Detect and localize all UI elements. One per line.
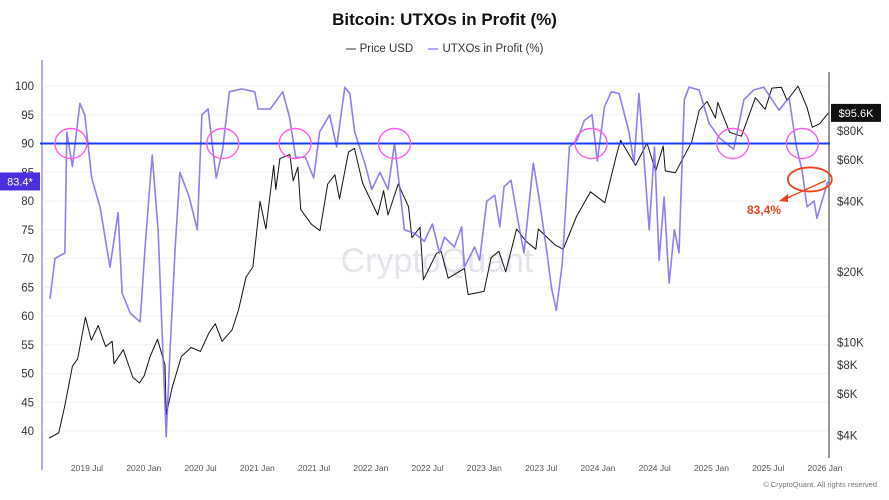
x-tick-label: 2025 Jul — [752, 463, 784, 473]
x-tick-label: 2026 Jan — [808, 463, 843, 473]
highlight-circle — [716, 127, 750, 160]
x-tick-label: 2022 Jul — [412, 463, 444, 473]
x-tick-label: 2023 Jan — [467, 463, 502, 473]
annotation-label: 83,4% — [747, 203, 781, 217]
y-left-tick-label: 80 — [21, 196, 34, 208]
annotation-arrowhead — [779, 194, 788, 202]
legend-item-price[interactable]: Price USD — [345, 43, 414, 55]
y-right-tick-label: $10K — [837, 337, 864, 349]
last-value-right-badge — [831, 103, 881, 122]
annotation-ellipse — [786, 166, 833, 193]
y-left-tick-label: 45 — [21, 397, 34, 409]
legend-label-price: Price USD — [359, 43, 414, 55]
x-tick-label: 2020 Jul — [184, 463, 216, 473]
y-left-tick-label: 100 — [15, 81, 34, 93]
legend-item-utxo[interactable]: UTXOs in Profit (%) — [428, 43, 543, 55]
highlight-circle — [574, 127, 608, 160]
y-right-tick-label: $40K — [837, 196, 864, 208]
last-value-left-label: 83.4* — [7, 176, 33, 188]
x-tick-label: 2025 Jan — [694, 463, 729, 473]
footer-copyright: © CryptoQuant. All rights reserved — [763, 480, 877, 489]
legend: Price USD UTXOs in Profit (%) — [0, 41, 889, 55]
x-tick-label: 2019 Jul — [71, 463, 103, 473]
x-tick-label: 2020 Jan — [126, 463, 161, 473]
y-right-tick-label: $8K — [837, 360, 858, 372]
y-left-tick-label: 65 — [21, 282, 34, 294]
annotation-arrow — [784, 179, 827, 200]
highlight-circle — [206, 127, 240, 160]
x-tick-label: 2024 Jul — [639, 463, 671, 473]
legend-swatch-price — [345, 48, 356, 50]
watermark-logo: CryptoQuant — [341, 242, 534, 280]
series-line-price — [48, 85, 829, 439]
highlight-circle — [54, 127, 88, 160]
last-value-right-label: $95.6K — [839, 108, 875, 120]
x-tick-label: 2021 Jul — [298, 463, 330, 473]
legend-swatch-utxo — [428, 48, 439, 50]
y-left-tick-label: 60 — [21, 311, 34, 323]
y-right-tick-label: $80K — [837, 126, 864, 138]
x-tick-label: 2023 Jul — [525, 463, 557, 473]
legend-label-utxo: UTXOs in Profit (%) — [442, 43, 544, 55]
y-left-tick-label: 90 — [21, 139, 34, 151]
y-right-tick-label: $4K — [837, 430, 858, 442]
y-left-tick-label: 95 — [21, 110, 34, 122]
x-tick-label: 2024 Jan — [580, 463, 615, 473]
y-left-tick-label: 75 — [21, 225, 34, 237]
y-left-tick-label: 50 — [21, 369, 34, 381]
y-left-tick-label: 40 — [21, 426, 34, 438]
x-tick-label: 2021 Jan — [240, 463, 275, 473]
y-left-tick-label: 70 — [21, 254, 34, 266]
highlight-circle — [377, 127, 412, 160]
x-tick-label: 2022 Jan — [353, 463, 388, 473]
highlight-circle — [785, 127, 820, 160]
y-right-tick-label: $20K — [837, 267, 864, 279]
y-right-tick-label: $60K — [837, 155, 864, 167]
chart-title: Bitcoin: UTXOs in Profit (%) — [332, 10, 557, 29]
series-line-utxo-profit — [49, 86, 829, 438]
y-right-tick-label: $6K — [837, 389, 858, 401]
y-left-tick-label: 55 — [21, 340, 34, 352]
highlight-circle — [278, 127, 312, 160]
last-value-left-badge — [0, 172, 40, 191]
